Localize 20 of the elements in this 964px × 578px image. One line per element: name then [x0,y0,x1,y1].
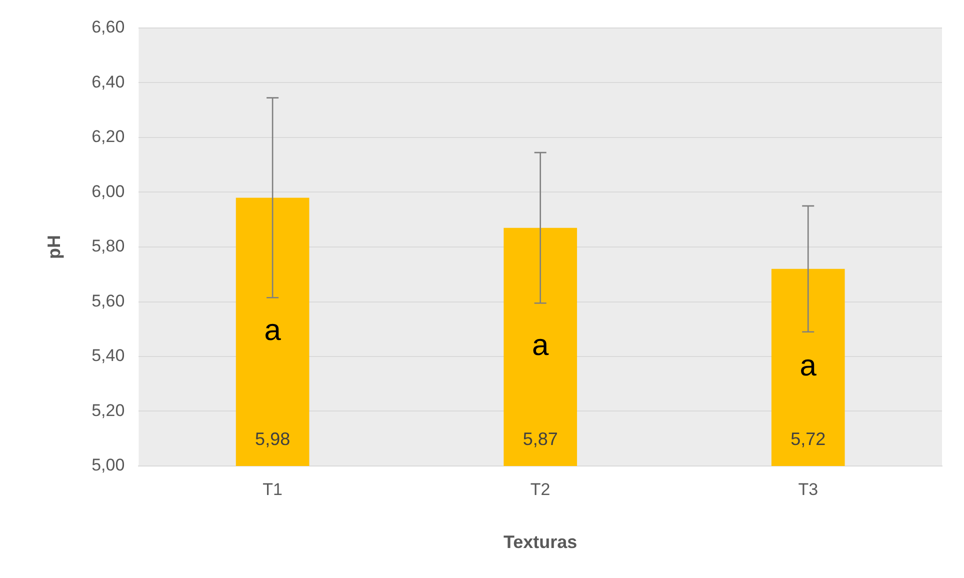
y-tick-label: 6,20 [92,127,125,146]
annotation: a [532,329,549,362]
y-tick-label: 6,00 [92,182,125,201]
x-tick-label: T3 [798,480,818,499]
y-tick-label: 5,00 [92,456,125,475]
annotation: a [264,314,282,348]
y-axis-title: pH [44,235,64,259]
y-tick-label: 6,40 [92,72,125,92]
data-label: 5,72 [790,428,826,449]
y-tick-label: 5,60 [92,291,125,310]
x-axis-title: Texturas [503,532,578,552]
y-tick-label: 6,60 [92,18,125,37]
y-tick-label: 5,40 [92,346,125,366]
annotation: a [800,350,817,383]
x-tick-label: T2 [530,480,550,499]
data-label: 5,87 [522,428,558,449]
x-tick-label: T1 [262,480,282,499]
y-tick-label: 5,20 [92,400,125,420]
data-label: 5,98 [255,428,290,449]
y-tick-label: 5,80 [92,236,125,256]
